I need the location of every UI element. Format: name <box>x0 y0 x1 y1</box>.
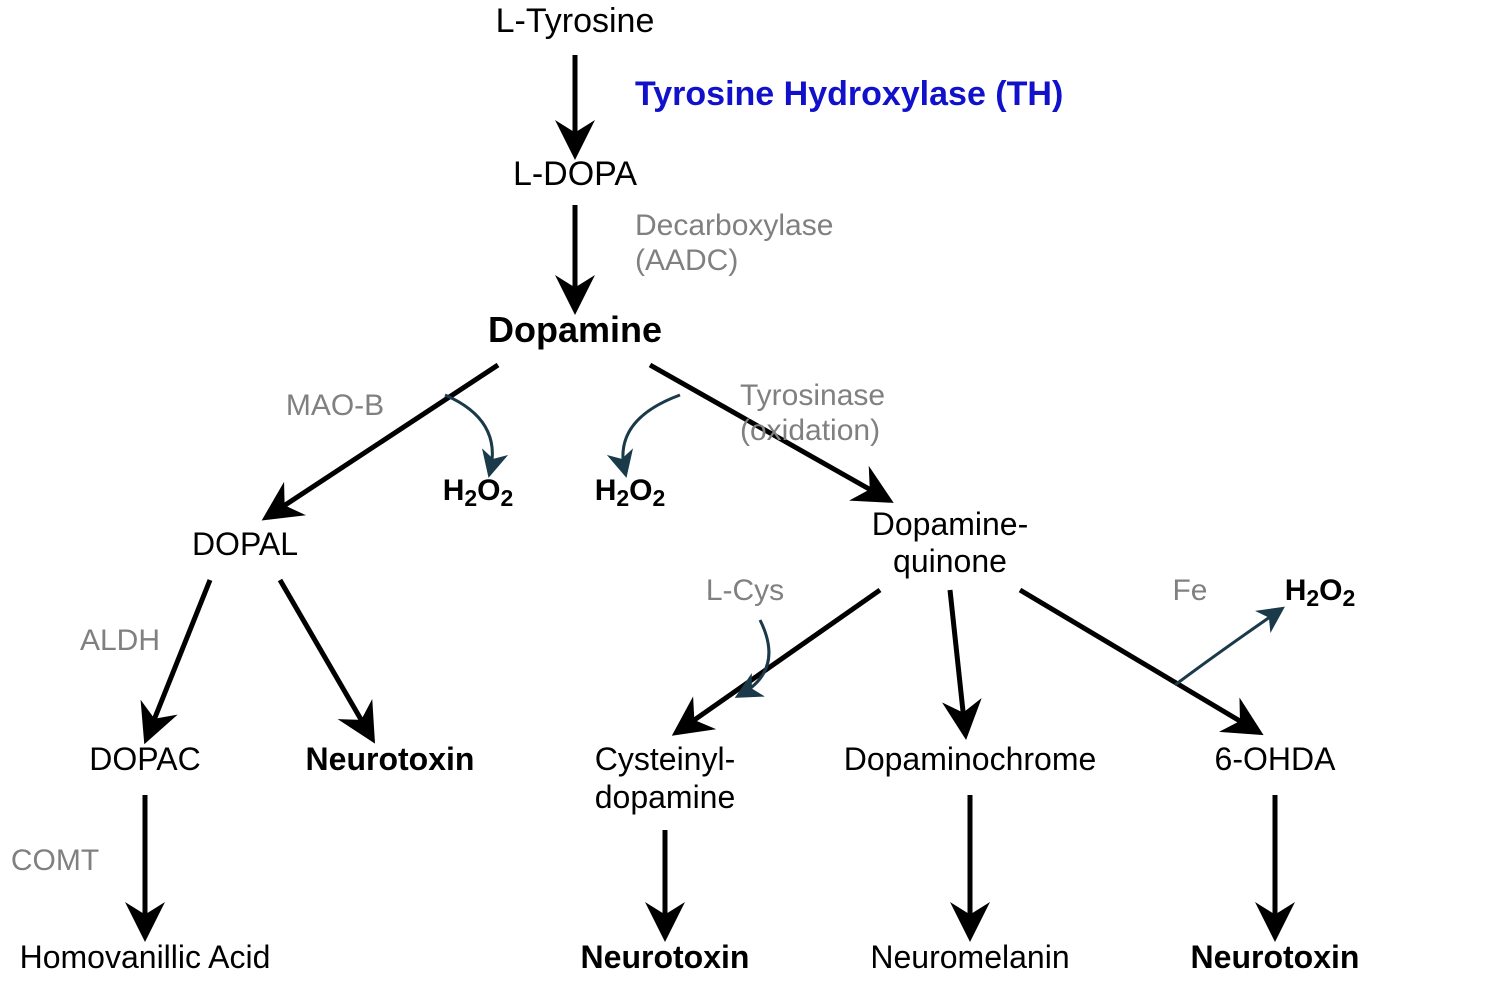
arrow-dopal-dopac <box>148 580 210 735</box>
curve-tyros-h2o2 <box>623 395 680 472</box>
label-dopac: DOPAC <box>89 741 200 777</box>
label-tyrosinase_l2: (oxidation) <box>740 414 880 447</box>
node-labels: L-Tyrosine Tyrosine Hydroxylase (TH) L-DOP… <box>11 2 1360 975</box>
label-ohda: 6-OHDA <box>1215 741 1337 777</box>
label-aadc_l2: (AADC) <box>635 244 738 277</box>
label-fe: Fe <box>1172 574 1207 607</box>
label-neuromelanin: Neuromelanin <box>870 939 1069 975</box>
arrow-dq-ohda <box>1020 590 1255 730</box>
label-l_dopa: L-DOPA <box>513 155 637 193</box>
label-homovanillic: Homovanillic Acid <box>20 939 271 975</box>
label-mao_b: MAO-B <box>286 389 384 422</box>
label-cyst_l1: Cysteinyl- <box>595 741 735 777</box>
label-dq_l2: quinone <box>893 543 1007 579</box>
label-aldh: ALDH <box>80 624 160 657</box>
label-comt: COMT <box>11 844 99 877</box>
label-h2o2_left: H2O2 <box>443 474 514 511</box>
curve-maob-h2o2 <box>445 395 492 472</box>
dopamine-pathway-diagram: L-Tyrosine Tyrosine Hydroxylase (TH) L-DOP… <box>0 0 1502 990</box>
label-cyst_l2: dopamine <box>595 779 736 815</box>
label-dq_l1: Dopamine- <box>872 506 1029 542</box>
label-aadc_l1: Decarboxylase <box>635 209 833 242</box>
label-dopal: DOPAL <box>192 526 298 562</box>
label-tyrosinase_l1: Tyrosinase <box>740 379 885 412</box>
label-neurotoxin1: Neurotoxin <box>306 741 475 777</box>
label-l_tyrosine: L-Tyrosine <box>496 2 655 40</box>
label-lcys: L-Cys <box>706 574 784 607</box>
label-dopaminochrome: Dopaminochrome <box>844 741 1097 777</box>
arrow-dq-dchrome <box>950 590 965 730</box>
label-h2o2_right: H2O2 <box>595 474 666 511</box>
label-h2o2_fe: H2O2 <box>1285 574 1356 611</box>
label-dopamine: Dopamine <box>488 309 662 350</box>
arrow-dopal-ntx1 <box>280 580 370 735</box>
label-th: Tyrosine Hydroxylase (TH) <box>635 75 1063 113</box>
label-neurotoxin3: Neurotoxin <box>1191 939 1360 975</box>
arrow-dq-cyst <box>680 590 880 730</box>
curve-fe-curve <box>1175 610 1280 685</box>
label-neurotoxin2: Neurotoxin <box>581 939 750 975</box>
